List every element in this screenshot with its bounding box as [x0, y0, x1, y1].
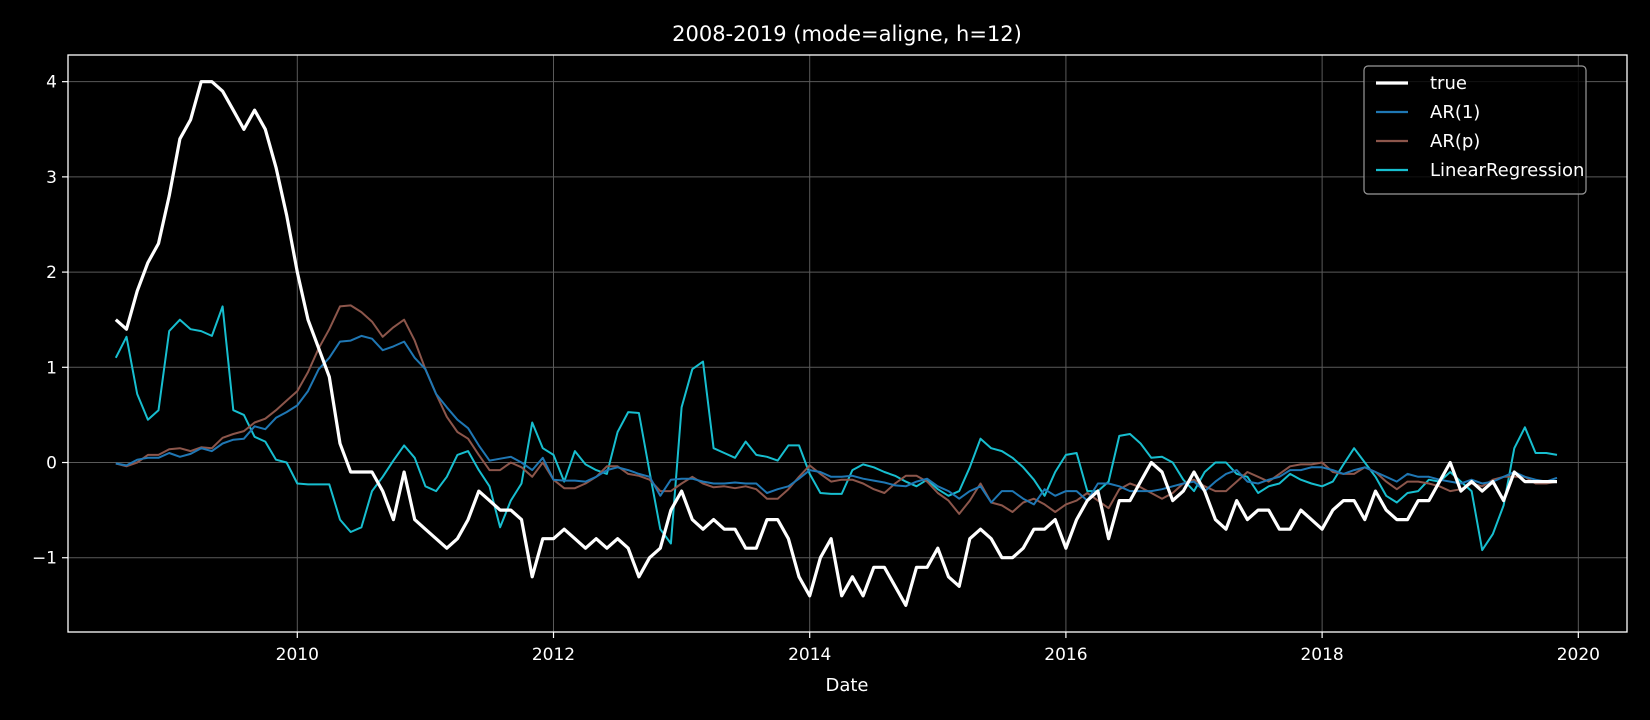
series-line-linearregression [114, 305, 1558, 552]
series-layer [114, 80, 1558, 607]
legend-label: LinearRegression [1430, 160, 1584, 181]
series-line-true [114, 80, 1557, 607]
chart-title: 2008-2019 (mode=aligne, h=12) [672, 22, 1022, 46]
x-tick-label: 2020 [1557, 645, 1600, 665]
legend: true AR(1) AR(p) LinearRegression [1363, 65, 1587, 195]
series-line-ar-1 [115, 334, 1558, 506]
x-tick-label: 2014 [788, 645, 831, 665]
x-tick-label: 2016 [1044, 645, 1087, 665]
y-tick-label: 3 [46, 168, 57, 188]
series-line-ar-p [115, 304, 1558, 515]
y-tick-label: 2 [46, 263, 57, 283]
y-axis: −1 0 1 2 3 4 [32, 73, 68, 569]
plot-frame [67, 54, 1628, 633]
y-tick-label: 0 [46, 454, 57, 474]
legend-label: true [1430, 73, 1467, 94]
y-tick-label: 1 [46, 358, 57, 378]
x-tick-label: 2010 [276, 645, 319, 665]
x-tick-label: 2012 [532, 645, 575, 665]
x-axis: 2010 2012 2014 2016 2018 2020 [276, 632, 1600, 665]
legend-label: AR(1) [1430, 102, 1480, 123]
legend-box [1363, 65, 1587, 195]
x-tick-label: 2018 [1300, 645, 1343, 665]
legend-label: AR(p) [1430, 131, 1480, 152]
x-axis-label: Date [825, 675, 868, 696]
y-tick-label: 4 [46, 73, 57, 93]
y-tick-label: −1 [32, 549, 57, 569]
